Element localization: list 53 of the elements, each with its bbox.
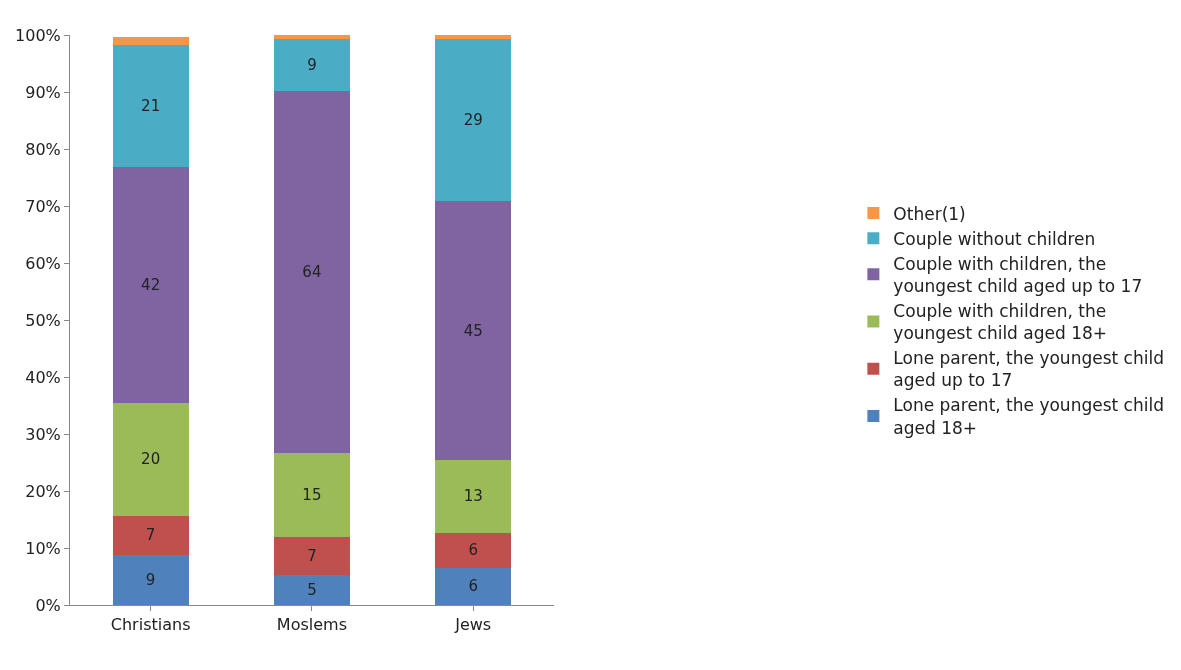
y-tick-label: 10%: [25, 538, 61, 558]
data-label: 9: [145, 570, 156, 589]
bar: [274, 35, 350, 39]
data-label: 21: [141, 96, 161, 115]
x-tick-label: Christians: [110, 615, 191, 635]
bar: [274, 537, 350, 575]
data-label: 15: [302, 486, 322, 505]
bar: [435, 201, 512, 460]
bar: [112, 37, 189, 45]
y-tick-label: 0%: [35, 595, 61, 615]
y-tick-label: 100%: [15, 25, 61, 45]
bar: [112, 554, 189, 605]
bar: [274, 574, 350, 605]
legend-label: Lone parent, the youngest child aged 18+: [893, 395, 1164, 438]
x-tick-label: Jews: [454, 615, 492, 635]
bar: [274, 453, 350, 538]
bar: [274, 90, 350, 454]
y-tick-label: 80%: [25, 139, 61, 159]
data-label: 7: [145, 526, 156, 545]
legend-label: Couple with children, the youngest child aged 18+: [893, 301, 1108, 344]
legend-label: Couple without children: [893, 228, 1096, 249]
y-tick-label: 60%: [25, 253, 61, 273]
bar: [435, 38, 512, 202]
bar: [435, 567, 512, 605]
y-tick-label: 50%: [25, 310, 61, 330]
bar: [435, 459, 512, 533]
bar: [435, 35, 512, 39]
bar: [274, 38, 350, 91]
bar: [112, 44, 189, 167]
bar: [112, 403, 189, 516]
y-tick-label: 90%: [25, 82, 61, 102]
data-label: 9: [307, 55, 317, 74]
bar: [112, 166, 189, 404]
bar: [112, 515, 189, 555]
y-tick-label: 20%: [25, 481, 61, 501]
legend-label: Couple with children, the youngest child aged up to 17: [893, 253, 1143, 296]
x-tick-label: Moslems: [276, 615, 347, 635]
y-tick-label: 40%: [25, 367, 61, 387]
data-label: 7: [307, 546, 317, 565]
legend-label: Other(1): [893, 203, 966, 224]
data-label: 6: [468, 577, 478, 596]
data-label: 6: [468, 541, 478, 560]
data-label: 5: [307, 580, 317, 599]
y-tick-label: 70%: [25, 196, 61, 216]
data-label: 13: [463, 487, 483, 506]
legend-label: Lone parent, the youngest child aged up to 17: [893, 348, 1164, 391]
data-label: 20: [141, 450, 161, 469]
data-label: 45: [463, 321, 483, 340]
data-label: 42: [141, 275, 161, 294]
bar: [435, 532, 512, 568]
data-label: 64: [302, 263, 322, 282]
y-tick-label: 30%: [25, 424, 61, 444]
data-label: 29: [463, 111, 483, 130]
